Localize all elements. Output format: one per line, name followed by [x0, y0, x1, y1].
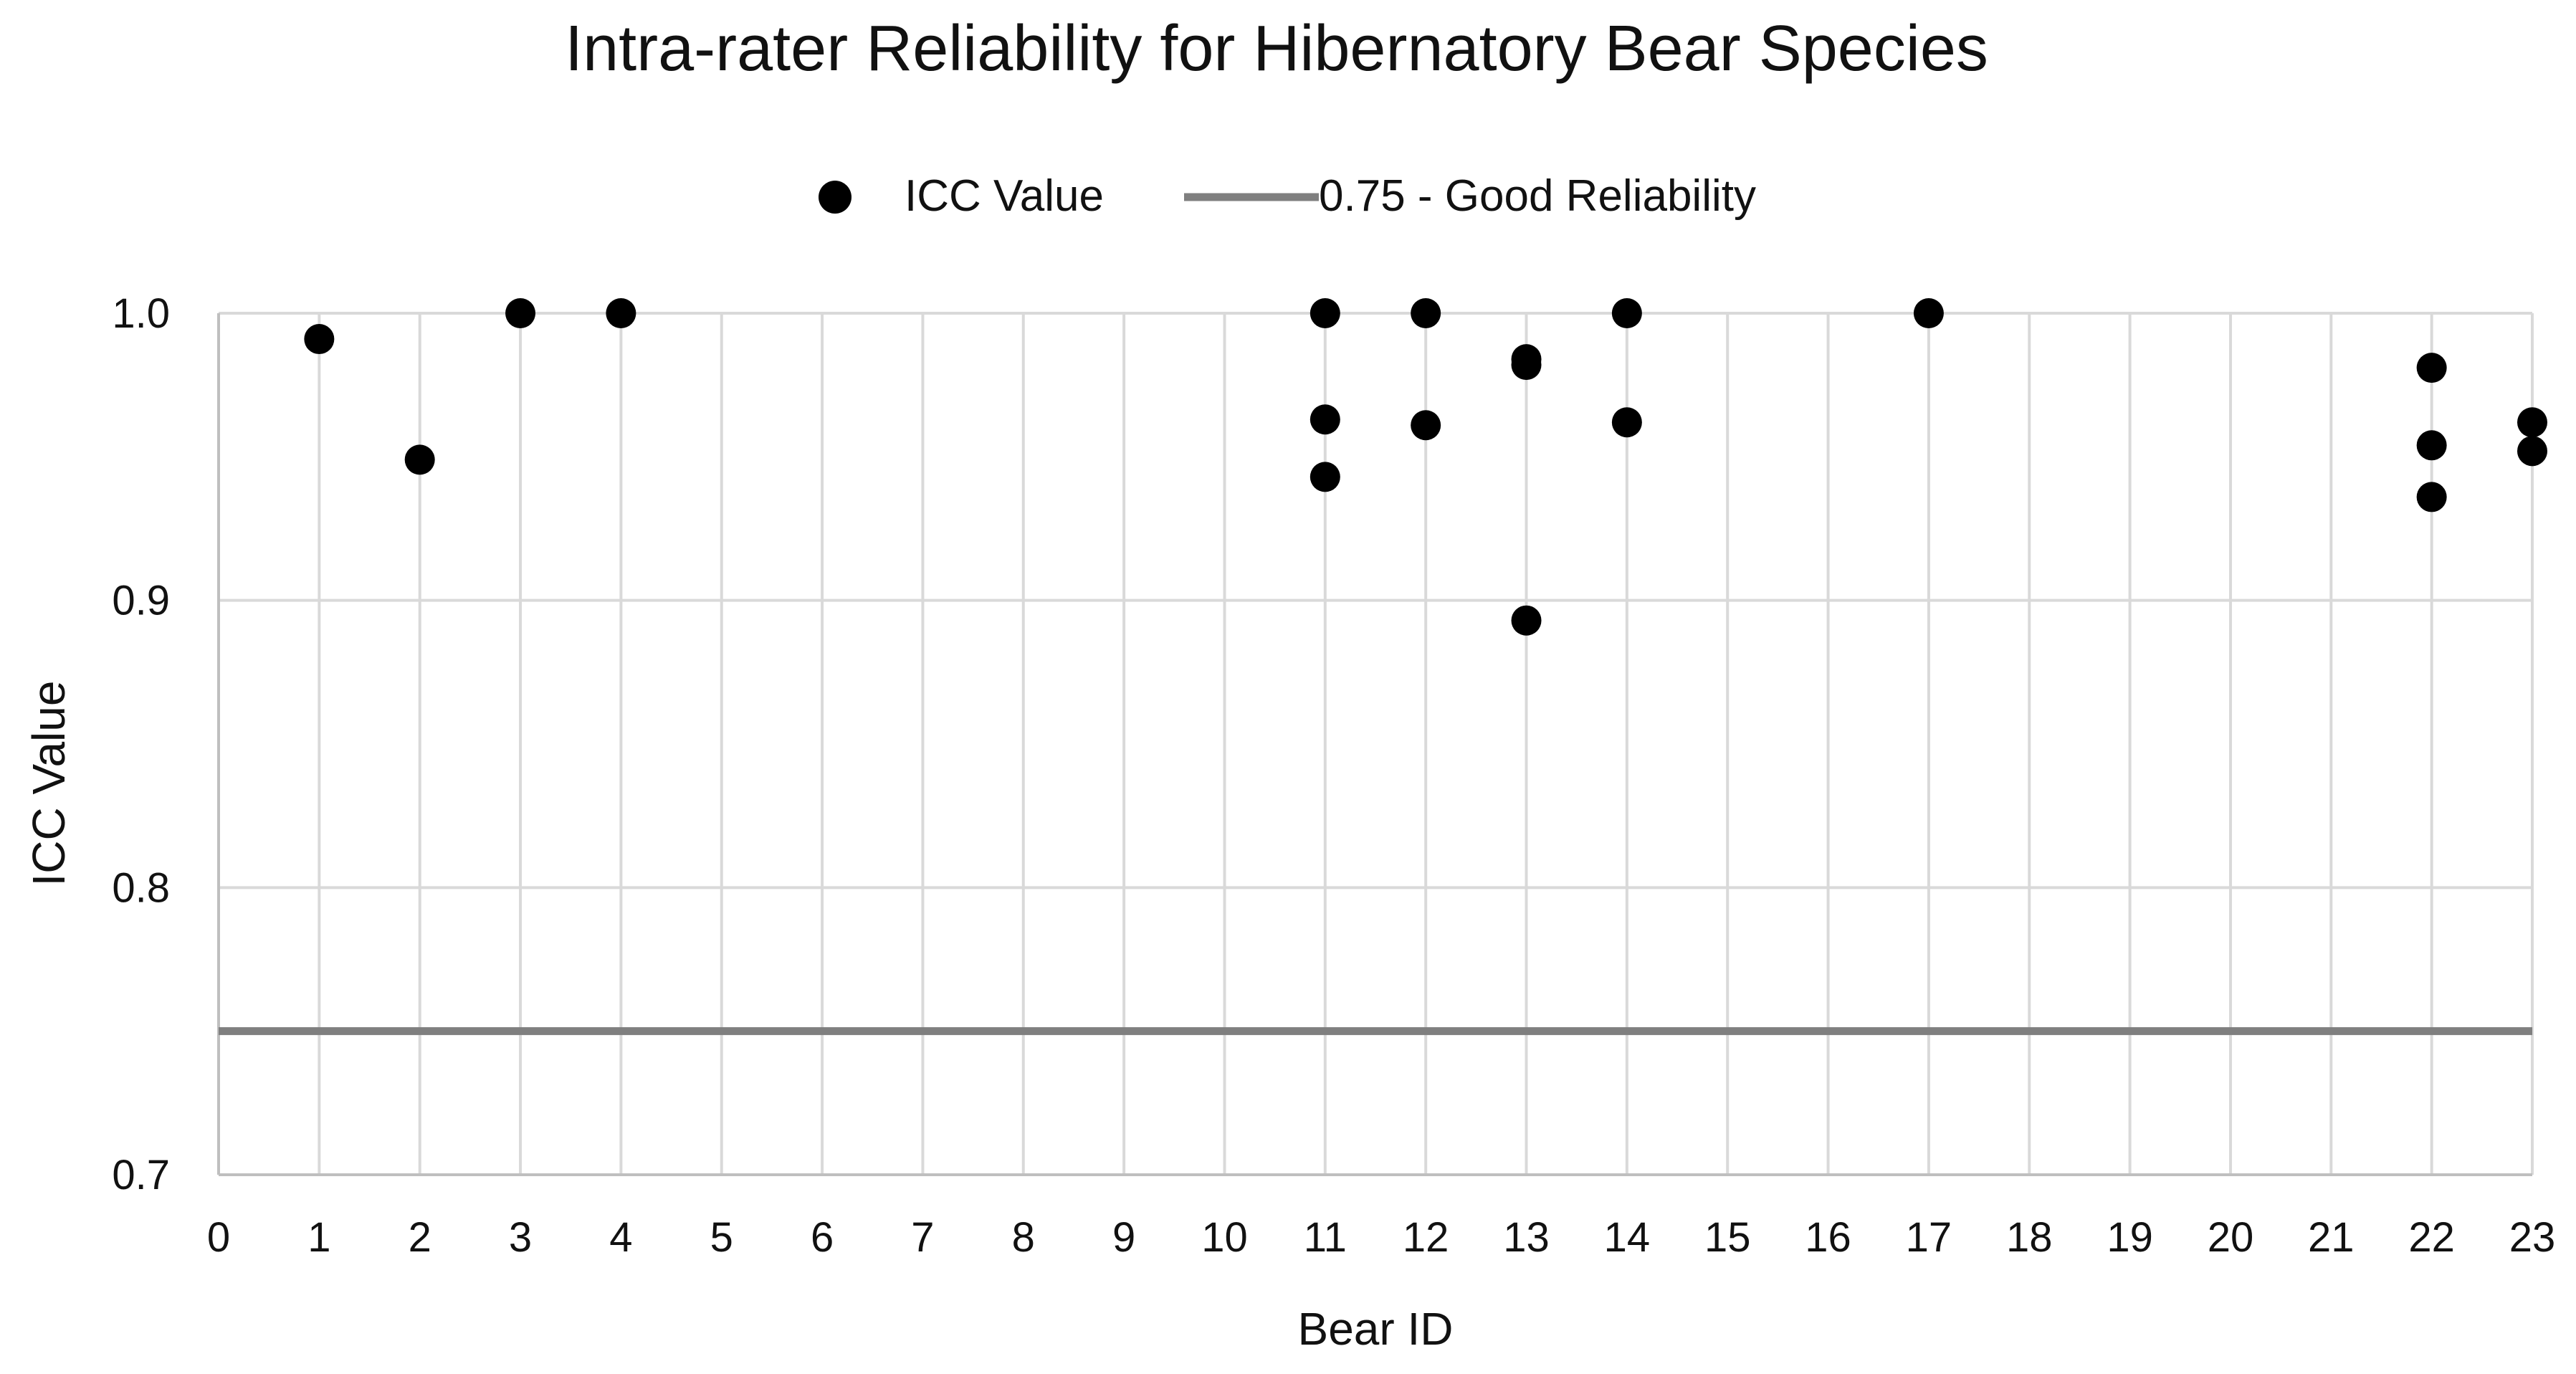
- x-tick-label: 14: [1604, 1214, 1651, 1261]
- x-tick-label: 7: [911, 1214, 934, 1261]
- icc-point: [2416, 353, 2447, 383]
- x-tick-label: 12: [1403, 1214, 1449, 1261]
- x-tick-labels: 0 1 2 3 4 5 6 7 8 9 10 11 12 13 14 15 16 17 18 19 20 21 22 23: [207, 1214, 2555, 1261]
- x-tick-label: 21: [2308, 1214, 2355, 1261]
- icc-point: [1411, 298, 1441, 328]
- x-tick-label: 0: [207, 1214, 230, 1261]
- icc-point: [2416, 482, 2447, 512]
- legend: ICC Value 0.75 - Good Reliability: [819, 171, 1756, 221]
- y-tick-label: 0.8: [112, 864, 170, 911]
- x-tick-label: 9: [1112, 1214, 1135, 1261]
- icc-point: [1913, 298, 1944, 328]
- y-axis-title: ICC Value: [23, 681, 75, 887]
- legend-label-reference: 0.75 - Good Reliability: [1319, 171, 1756, 221]
- icc-point: [1511, 605, 1542, 636]
- x-tick-label: 19: [2107, 1214, 2153, 1261]
- icc-point: [304, 324, 335, 355]
- chart-title: Intra-rater Reliability for Hibernatory …: [565, 13, 1988, 85]
- x-tick-label: 20: [2208, 1214, 2254, 1261]
- icc-point: [606, 298, 636, 328]
- y-tick-labels: 0.7 0.8 0.9 1.0: [112, 290, 170, 1198]
- icc-point: [1611, 407, 1642, 438]
- icc-point: [1310, 404, 1340, 435]
- x-tick-label: 8: [1012, 1214, 1035, 1261]
- x-tick-label: 5: [710, 1214, 733, 1261]
- horizontal-gridlines: [219, 312, 2532, 889]
- x-tick-label: 23: [2509, 1214, 2556, 1261]
- legend-label-icc: ICC Value: [905, 171, 1104, 221]
- x-tick-label: 18: [2006, 1214, 2053, 1261]
- x-tick-label: 15: [1704, 1214, 1751, 1261]
- x-tick-label: 4: [609, 1214, 632, 1261]
- icc-point: [1611, 298, 1642, 328]
- y-tick-label: 0.7: [112, 1152, 170, 1198]
- icc-point: [505, 298, 536, 328]
- x-tick-label: 16: [1805, 1214, 1851, 1261]
- x-tick-label: 22: [2408, 1214, 2455, 1261]
- y-tick-label: 0.9: [112, 578, 170, 624]
- icc-point: [1310, 462, 1340, 492]
- icc-point: [2517, 436, 2547, 467]
- legend-marker-icc: [819, 181, 851, 214]
- x-tick-label: 17: [1906, 1214, 1952, 1261]
- x-axis-title: Bear ID: [1298, 1303, 1454, 1355]
- icc-point: [1511, 350, 1542, 381]
- icc-point: [2517, 407, 2547, 438]
- x-tick-label: 1: [307, 1214, 330, 1261]
- x-tick-label: 2: [409, 1214, 431, 1261]
- x-tick-label: 6: [811, 1214, 834, 1261]
- icc-point: [1411, 410, 1441, 441]
- x-tick-label: 10: [1201, 1214, 1248, 1261]
- data-points: [304, 298, 2547, 636]
- icc-point: [2416, 430, 2447, 461]
- x-tick-label: 3: [509, 1214, 532, 1261]
- icc-point: [1310, 298, 1340, 328]
- icc-point: [404, 444, 435, 475]
- y-tick-label: 1.0: [112, 290, 170, 337]
- x-tick-label: 11: [1304, 1214, 1347, 1261]
- x-tick-label: 13: [1503, 1214, 1550, 1261]
